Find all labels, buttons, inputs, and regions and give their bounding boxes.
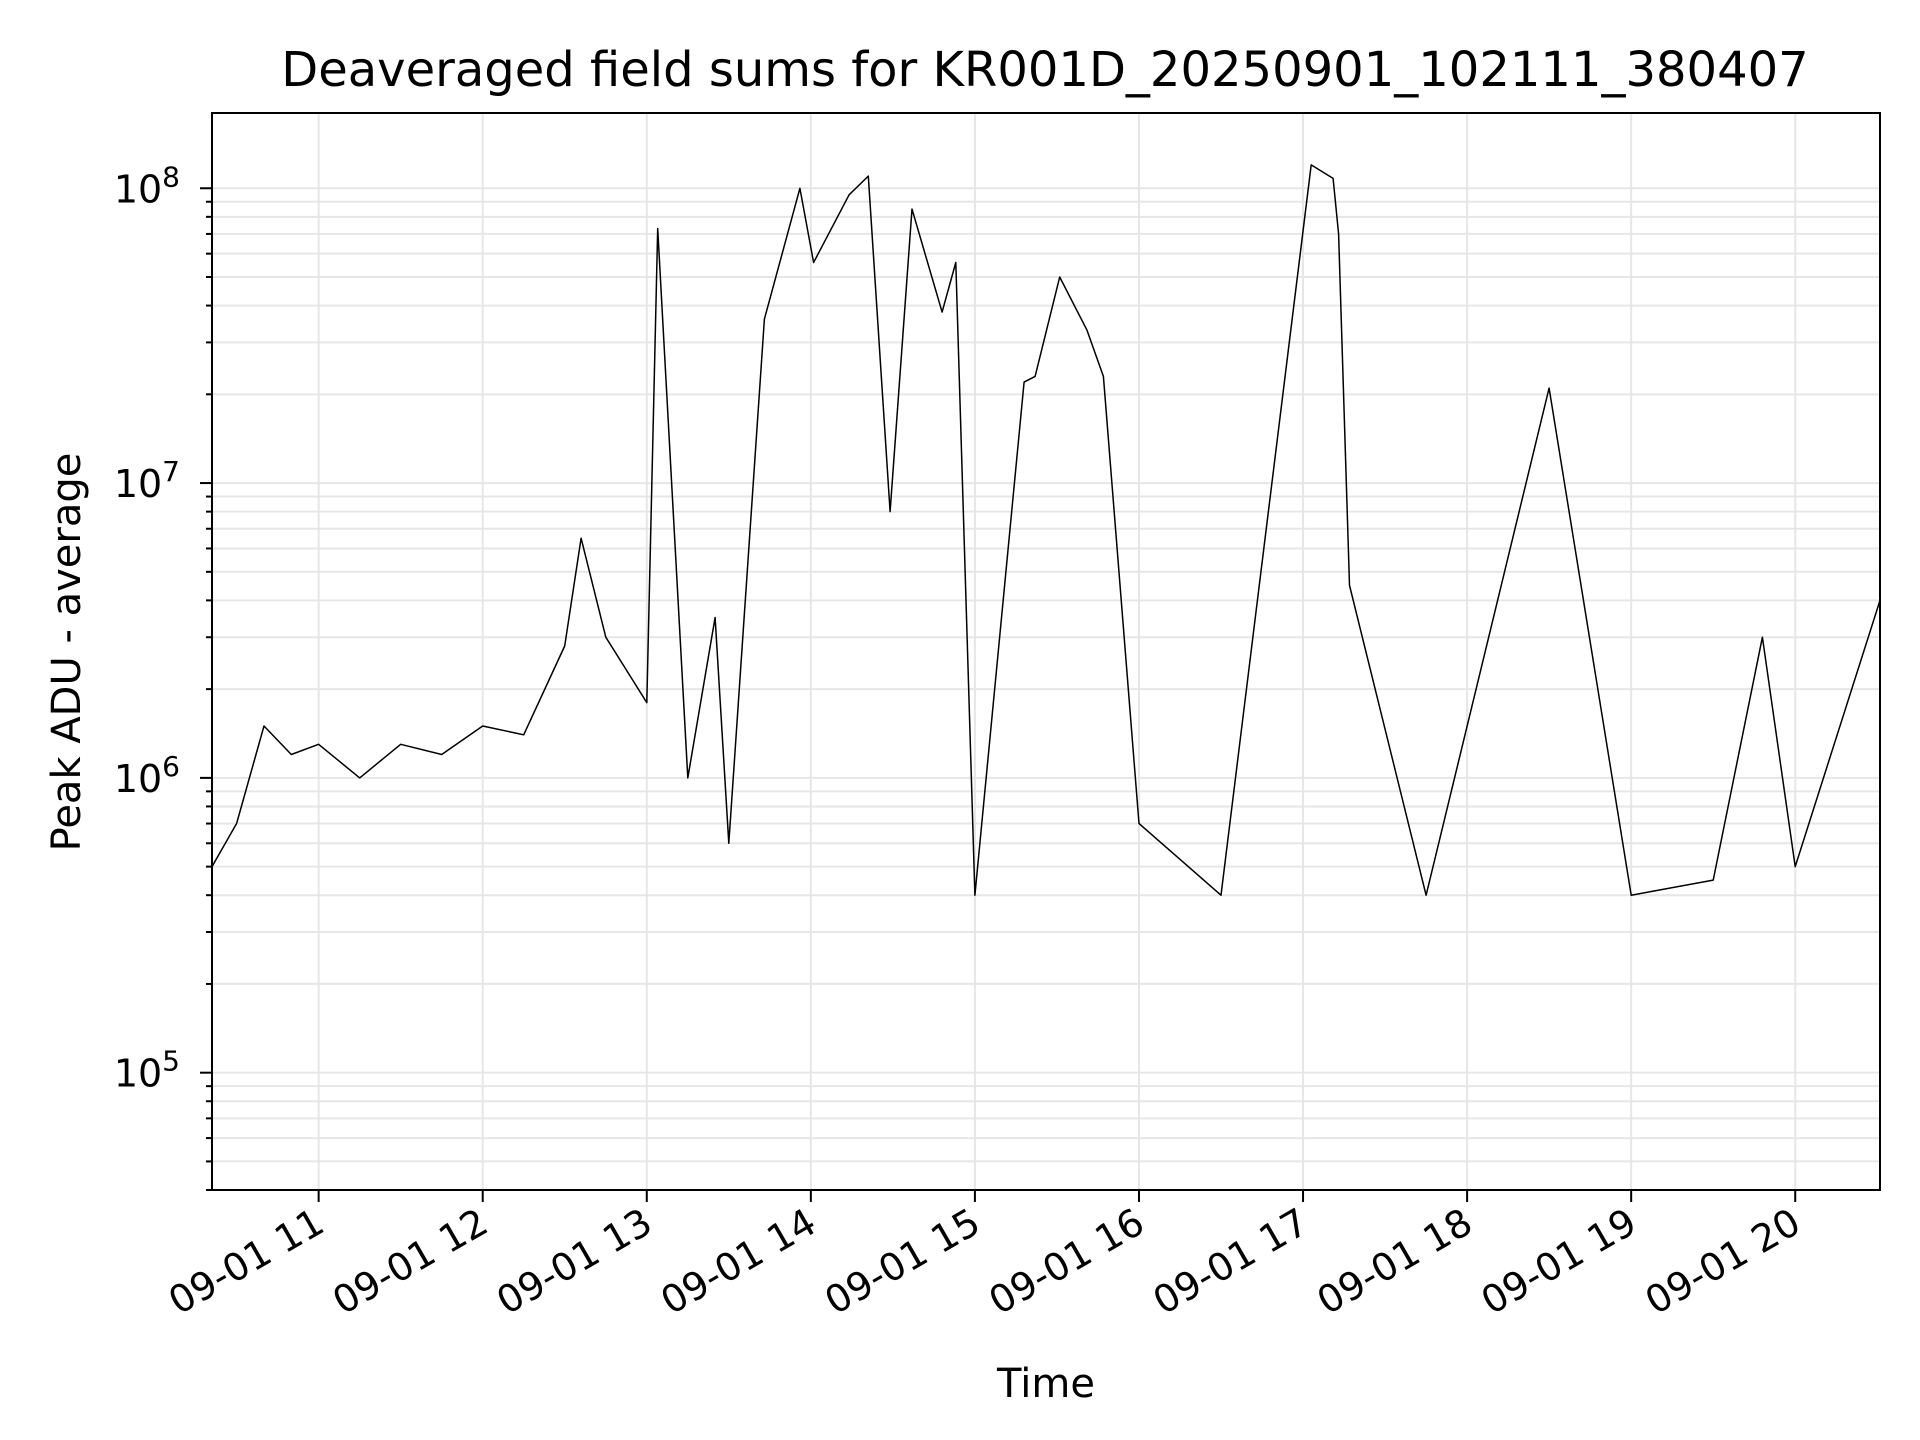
y-tick-label: 105 [114, 1045, 180, 1096]
x-tick-label: 09-01 20 [1638, 1200, 1808, 1324]
x-tick-label: 09-01 18 [1310, 1200, 1480, 1324]
x-tick-label: 09-01 14 [653, 1200, 823, 1324]
chart-title: Deaveraged field sums for KR001D_2025090… [281, 42, 1808, 98]
y-axis: 105 106 107 108 [114, 160, 212, 1191]
y-axis-label: Peak ADU - average [44, 453, 90, 852]
y-tick-label: 108 [114, 160, 180, 211]
y-tick-label: 106 [114, 750, 180, 801]
x-tick-label: 09-01 15 [817, 1200, 987, 1324]
x-tick-label: 09-01 11 [161, 1200, 331, 1324]
x-tick-label: 09-01 16 [982, 1200, 1152, 1324]
x-axis-label: Time [996, 1361, 1095, 1407]
data-series [211, 164, 1881, 896]
grid [212, 113, 1880, 1191]
x-tick-label: 09-01 12 [325, 1200, 495, 1324]
x-tick-label: 09-01 17 [1146, 1200, 1316, 1324]
y-tick-label: 107 [114, 455, 180, 506]
plot-frame [211, 112, 1881, 1191]
x-tick-label: 09-01 13 [489, 1200, 659, 1324]
series-line [211, 164, 1881, 896]
x-tick-label: 09-01 19 [1474, 1200, 1644, 1324]
